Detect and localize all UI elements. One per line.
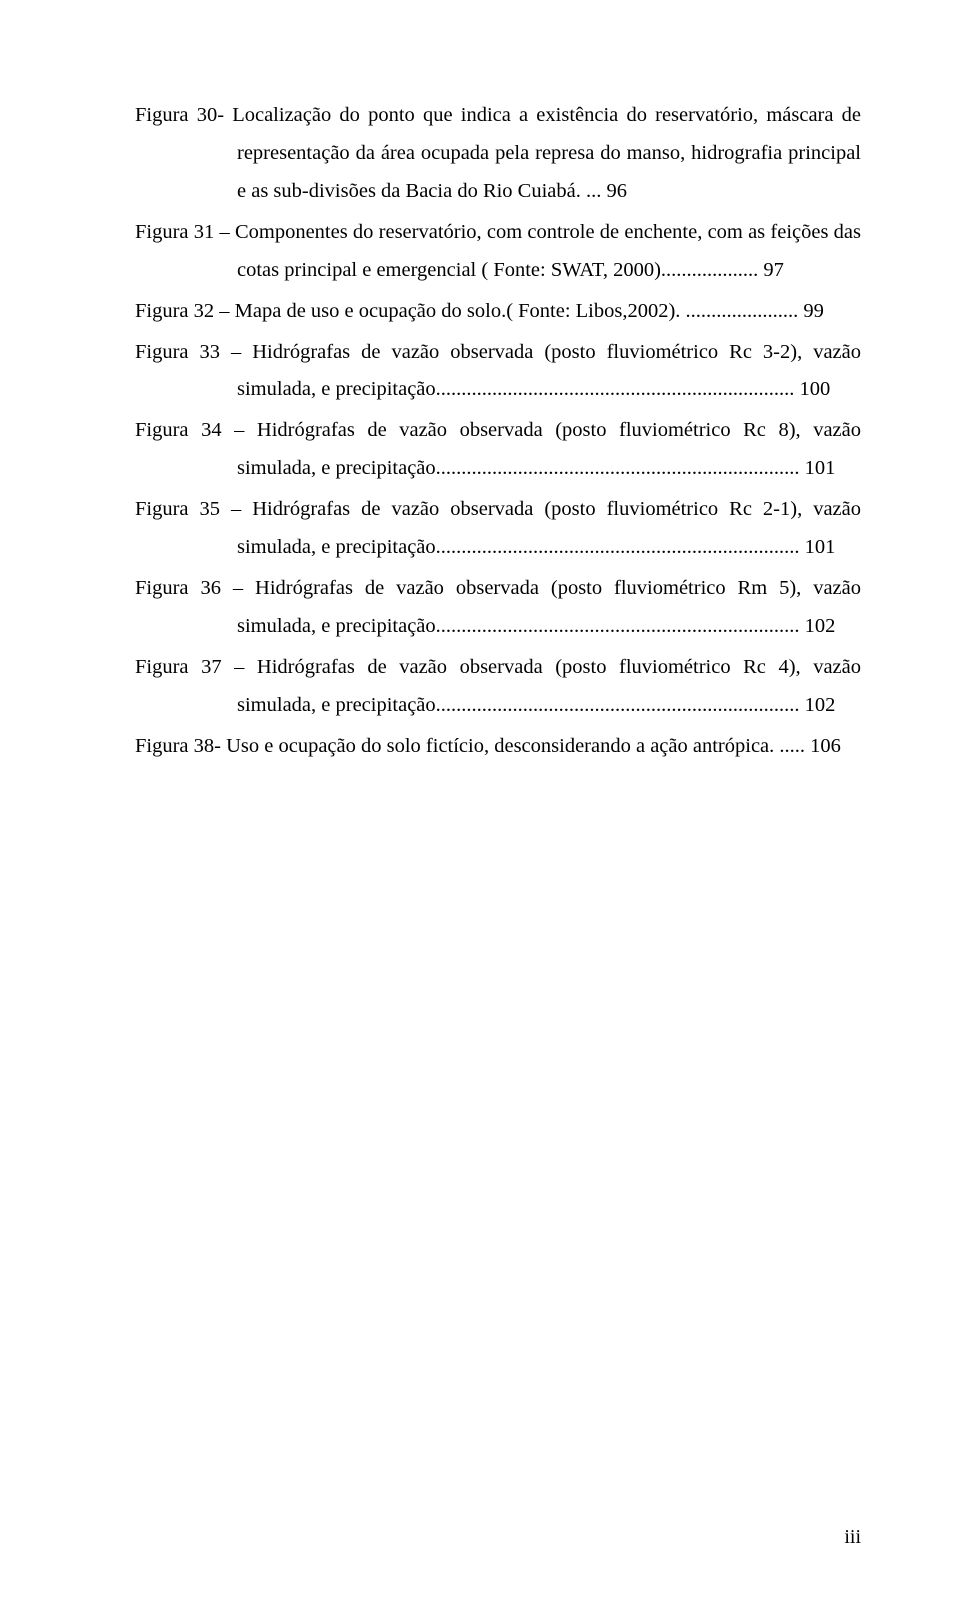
lof-entry-text: Figura 38- Uso e ocupação do solo fictíc… — [135, 735, 841, 757]
lof-entry: Figura 31 – Componentes do reservatório,… — [135, 214, 861, 290]
lof-entry: Figura 38- Uso e ocupação do solo fictíc… — [135, 728, 861, 766]
lof-entry: Figura 36 – Hidrógrafas de vazão observa… — [135, 570, 861, 646]
lof-entry-text: Figura 32 – Mapa de uso e ocupação do so… — [135, 300, 824, 322]
lof-entry-text: Figura 33 – Hidrógrafas de vazão observa… — [135, 341, 861, 401]
lof-entry: Figura 32 – Mapa de uso e ocupação do so… — [135, 293, 861, 331]
lof-entry: Figura 34 – Hidrógrafas de vazão observa… — [135, 412, 861, 488]
lof-entry-text: Figura 36 – Hidrógrafas de vazão observa… — [135, 577, 861, 637]
lof-entry: Figura 35 – Hidrógrafas de vazão observa… — [135, 491, 861, 567]
document-page: Figura 30- Localização do ponto que indi… — [0, 0, 960, 1609]
page-number: iii — [844, 1526, 861, 1549]
lof-entry-text: Figura 34 – Hidrógrafas de vazão observa… — [135, 419, 861, 479]
lof-entry: Figura 37 – Hidrógrafas de vazão observa… — [135, 649, 861, 725]
lof-entry-text: Figura 31 – Componentes do reservatório,… — [135, 221, 861, 281]
lof-entry: Figura 33 – Hidrógrafas de vazão observa… — [135, 334, 861, 410]
lof-entry-text: Figura 35 – Hidrógrafas de vazão observa… — [135, 498, 861, 558]
lof-entry-text: Figura 30- Localização do ponto que indi… — [135, 104, 861, 202]
lof-entry-text: Figura 37 – Hidrógrafas de vazão observa… — [135, 656, 861, 716]
lof-entry: Figura 30- Localização do ponto que indi… — [135, 97, 861, 211]
